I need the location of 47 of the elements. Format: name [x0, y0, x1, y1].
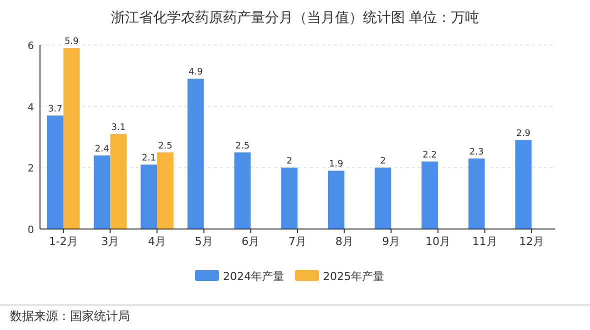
source-note: 数据来源：国家统计局 — [10, 309, 130, 323]
y-tick-label: 6 — [28, 41, 34, 52]
data-label: 2.9 — [516, 129, 531, 140]
legend-label: 2025年产量 — [323, 270, 384, 283]
bar — [281, 168, 298, 229]
data-label: 2 — [380, 156, 386, 167]
data-label: 5.9 — [64, 37, 80, 48]
x-tick-label: 9月 — [382, 235, 400, 248]
x-tick-label: 3月 — [101, 235, 120, 248]
x-tick-label: 6月 — [242, 235, 260, 248]
x-tick-label: 7月 — [288, 235, 306, 248]
chart-title: 浙江省化学农药原药产量分月（当月值）统计图 单位：万吨 — [110, 10, 480, 26]
data-label: 3.7 — [48, 104, 62, 115]
x-tick-label: 11月 — [472, 235, 498, 248]
x-tick-label: 8月 — [335, 235, 354, 248]
x-tick-label: 5月 — [194, 235, 213, 248]
bar — [63, 48, 80, 229]
bar — [187, 78, 204, 229]
bar — [374, 168, 392, 229]
x-tick-label: 1-2月 — [48, 235, 78, 248]
bar — [422, 162, 438, 229]
y-tick-label: 0 — [28, 225, 34, 236]
bar — [94, 155, 110, 229]
bar — [110, 134, 127, 229]
x-tick-label: 12月 — [519, 235, 544, 248]
bar — [234, 152, 251, 229]
data-label: 3.1 — [111, 122, 126, 133]
x-tick-label: 4月 — [148, 235, 166, 248]
bar — [140, 164, 158, 229]
bar — [47, 116, 64, 229]
bar — [468, 158, 485, 229]
data-label: 2.5 — [235, 141, 250, 152]
y-tick-label: 2 — [28, 164, 34, 175]
x-tick-label: 10月 — [425, 235, 450, 248]
data-label: 2.1 — [142, 154, 156, 164]
data-label: 4.9 — [188, 68, 204, 78]
data-label: 1.9 — [328, 160, 344, 170]
data-label: 2.2 — [422, 150, 437, 161]
data-label: 2 — [286, 156, 292, 167]
data-label: 2.3 — [469, 147, 484, 158]
data-label: 2.5 — [158, 141, 172, 152]
legend-label: 2024年产量 — [223, 270, 284, 283]
bar — [515, 140, 532, 229]
data-label: 2.4 — [94, 144, 110, 154]
bar — [328, 170, 344, 229]
bar — [157, 152, 174, 229]
y-tick-label: 4 — [28, 102, 34, 114]
